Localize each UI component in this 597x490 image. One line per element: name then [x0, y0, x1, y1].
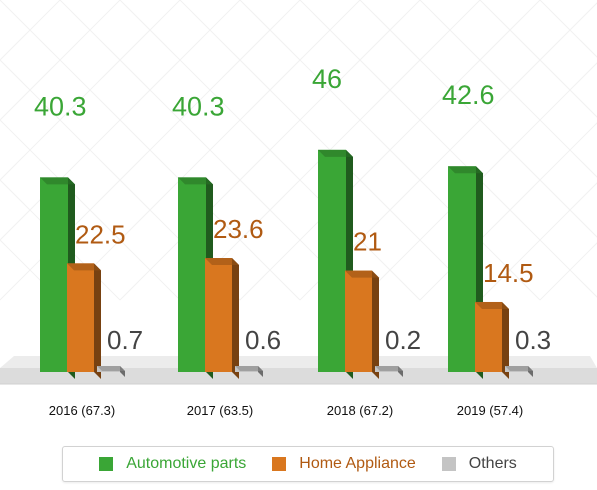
data-label-automotive-parts-0: 40.3	[34, 91, 87, 121]
background-grid-pattern	[0, 0, 597, 301]
bar-side	[232, 258, 239, 379]
chart-floor	[0, 356, 597, 385]
bar-home-appliance-1	[205, 258, 239, 379]
bar-home-appliance-3	[475, 301, 509, 379]
bar-series	[40, 149, 533, 379]
legend-swatch-others	[441, 457, 456, 471]
grid-pattern-line	[0, 0, 121, 121]
grid-pattern-line	[0, 0, 61, 61]
bar-front	[318, 149, 346, 372]
data-label-others-3: 0.3	[515, 325, 551, 355]
grid-pattern-line	[539, 242, 597, 301]
grid-pattern-line	[0, 239, 61, 301]
bar-others-0	[97, 366, 125, 377]
legend-label-home-appliance: Home Appliance	[299, 455, 416, 472]
bar-top	[318, 149, 353, 157]
legend-item-home-appliance: Home Appliance	[272, 455, 416, 473]
bar-home-appliance-0	[67, 263, 101, 379]
grid-pattern-line	[0, 0, 181, 181]
bar-front	[475, 301, 502, 372]
bar-top	[235, 366, 263, 371]
bar-top	[67, 263, 101, 271]
bar-top	[448, 166, 483, 174]
bar-top	[505, 366, 533, 371]
bar-front	[67, 263, 94, 372]
bar-front	[345, 270, 372, 372]
floor-top	[0, 356, 597, 368]
category-label-1: 2017 (63.5)	[187, 403, 254, 418]
grid-pattern-line	[419, 122, 597, 301]
legend-item-automotive-parts: Automotive parts	[99, 455, 246, 473]
bar-home-appliance-2	[345, 270, 379, 379]
chart-legend: Automotive parts Home Appliance Others	[62, 446, 554, 482]
bar-automotive-parts-0	[40, 177, 75, 379]
grid-pattern-line	[239, 0, 541, 301]
grid-pattern-line	[479, 182, 597, 301]
data-label-home-appliance-3: 14.5	[483, 258, 534, 288]
data-label-others-2: 0.2	[385, 325, 421, 355]
data-label-others-0: 0.7	[107, 325, 143, 355]
bar-others-2	[375, 366, 403, 377]
bar-others-1	[235, 366, 263, 377]
legend-label-others: Others	[468, 455, 517, 472]
grid-pattern-line	[479, 0, 597, 118]
legend-label-automotive-parts: Automotive parts	[126, 455, 247, 472]
bar-automotive-parts-3	[448, 166, 483, 379]
bar-top	[205, 258, 239, 266]
legend-swatch-home-appliance	[272, 457, 287, 471]
data-label-others-1: 0.6	[245, 325, 281, 355]
floor-front	[0, 368, 597, 384]
data-label-automotive-parts-2: 46	[312, 64, 342, 94]
grid-pattern-line	[359, 62, 597, 301]
bar-front	[40, 177, 68, 372]
legend-swatch-automotive-parts	[99, 457, 114, 471]
bar-top	[178, 177, 213, 185]
bar-front	[448, 166, 476, 372]
bar-side	[502, 301, 509, 379]
bar-front	[205, 258, 232, 372]
data-label-home-appliance-1: 23.6	[213, 214, 264, 244]
data-label-home-appliance-0: 22.5	[75, 219, 126, 249]
bar-top	[475, 301, 509, 309]
bar-others-3	[505, 366, 533, 377]
grid-pattern-line	[59, 0, 361, 301]
data-label-automotive-parts-1: 40.3	[172, 91, 225, 121]
grid-pattern-line	[539, 0, 597, 58]
bar-top	[40, 177, 75, 185]
category-label-0: 2016 (67.3)	[49, 403, 116, 418]
data-label-automotive-parts-3: 42.6	[442, 80, 495, 110]
bar-automotive-parts-2	[318, 149, 353, 379]
bar-top	[97, 366, 125, 371]
bar-top	[345, 270, 379, 278]
legend-item-others: Others	[441, 455, 517, 473]
data-label-home-appliance-2: 21	[353, 227, 382, 257]
category-label-2: 2018 (67.2)	[327, 403, 394, 418]
data-labels: 40.3 22.5 0.7 40.3 23.6 0.6 46 21 0.2 42.6 14.5 0.3	[34, 64, 551, 355]
category-label-3: 2019 (57.4)	[457, 403, 524, 418]
grid-pattern-line	[119, 0, 421, 301]
bar-side	[372, 270, 379, 379]
grid-pattern-line	[0, 0, 241, 241]
bar-top	[375, 366, 403, 371]
bar-side	[94, 263, 101, 379]
bar-front	[178, 177, 206, 372]
category-axis-labels: 2016 (67.3) 2017 (63.5) 2018 (67.2) 2019 (5…	[49, 403, 524, 418]
